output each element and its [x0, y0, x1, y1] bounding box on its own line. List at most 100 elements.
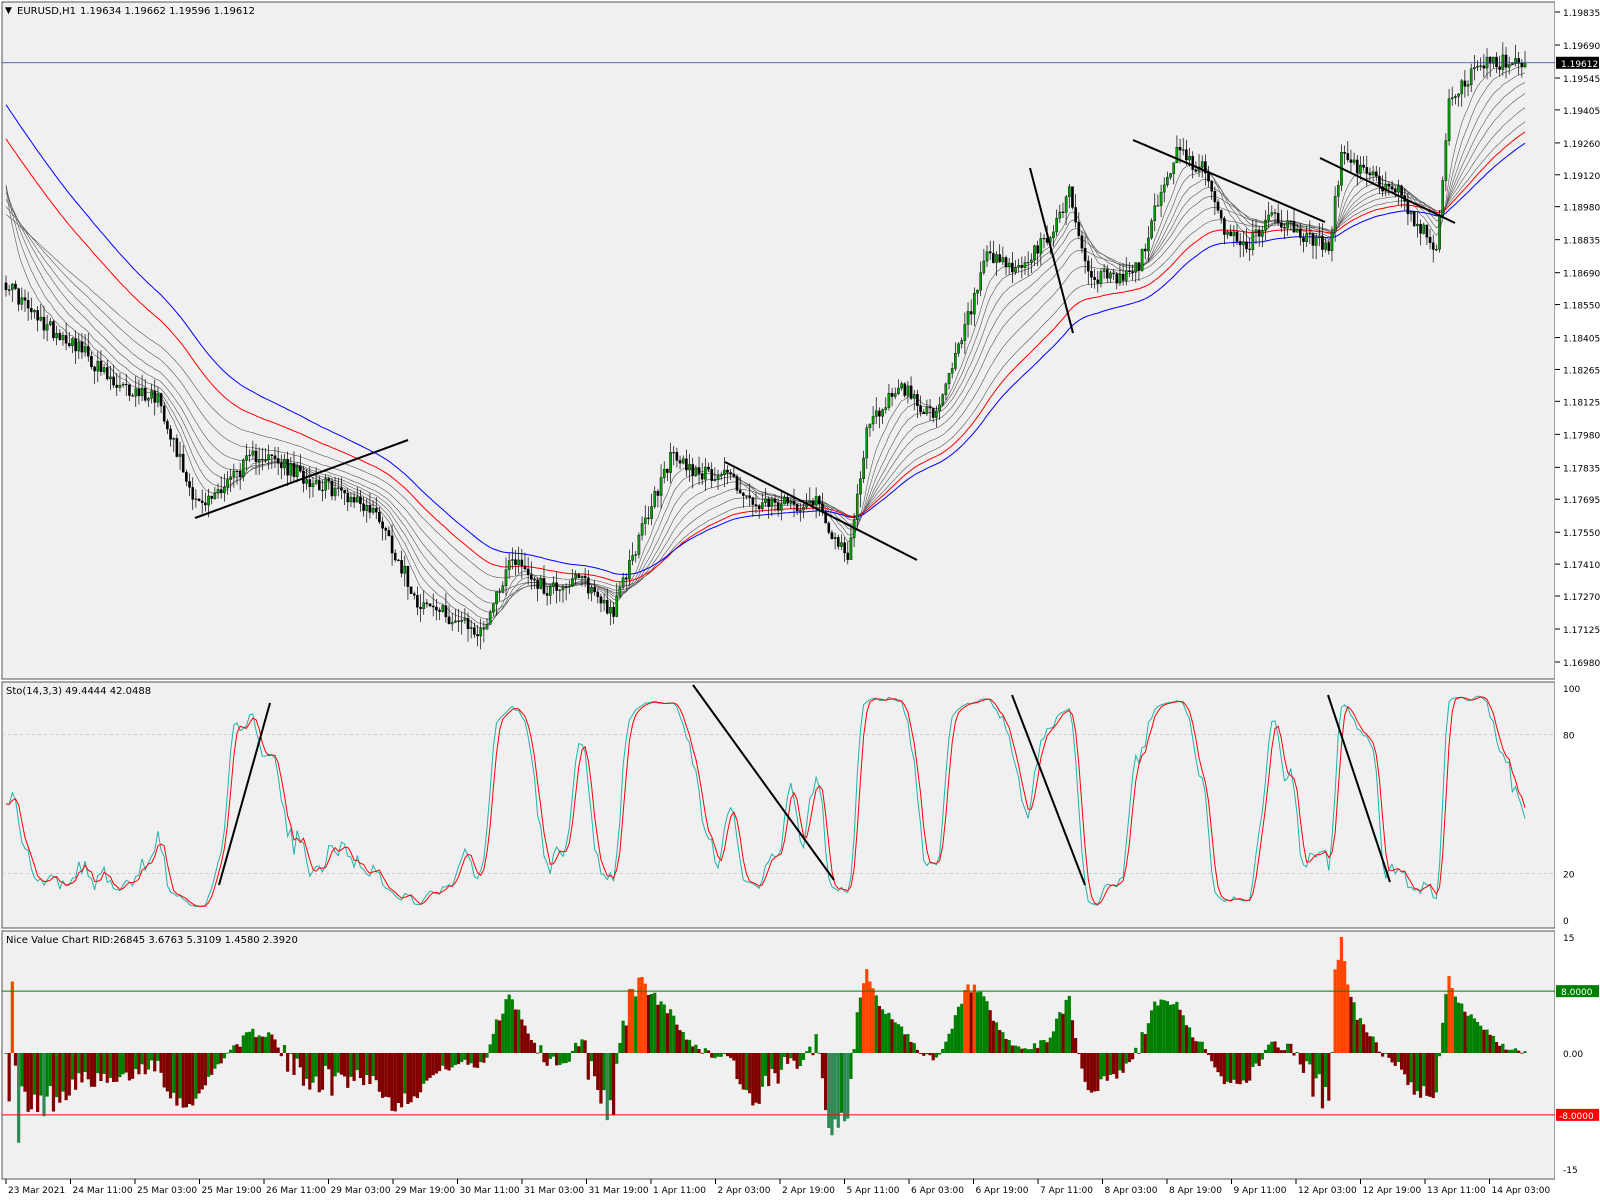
nvc-bar-down [1127, 1053, 1132, 1063]
bull-candle [517, 559, 520, 565]
bull-candle [229, 476, 232, 480]
nvc-bar-down [1244, 1053, 1249, 1083]
bull-candle [223, 487, 226, 494]
nvc-bar-up [453, 1053, 457, 1066]
bear-candle [1289, 220, 1293, 222]
stoch-trendline[interactable] [692, 684, 835, 881]
nvc-bar-up [944, 1041, 948, 1053]
nvc-bar-up [1444, 994, 1448, 1053]
time-tick-label: 13 Apr 11:00 [1427, 1186, 1486, 1196]
main-price-panel[interactable] [2, 42, 1555, 650]
bull-candle [314, 480, 318, 484]
bull-candle [960, 340, 964, 345]
bear-candle [890, 392, 894, 397]
bull-candle [1099, 271, 1103, 284]
nvc-bar-down [235, 1044, 239, 1053]
nvc-bar-up [229, 1049, 233, 1053]
bull-candle [954, 353, 957, 369]
nvc-bar-up [760, 1053, 764, 1087]
nvc-bar-up [1415, 1053, 1420, 1092]
bull-candle [1147, 237, 1150, 252]
nvc-bar-overbought [643, 983, 647, 1053]
stoch-trendline[interactable] [1327, 694, 1391, 883]
nvc-bar-down [773, 1053, 777, 1074]
nvc-bar-down [175, 1053, 179, 1106]
nvc-bar-down [1425, 1053, 1429, 1096]
bear-candle [99, 360, 103, 372]
nvc-bar-down [691, 1046, 695, 1053]
bull-candle [1026, 261, 1030, 264]
bull-candle [245, 455, 248, 461]
bull-candle [469, 627, 473, 630]
nvc-bar-down [327, 1053, 331, 1070]
bear-candle [1080, 235, 1084, 249]
nvc-bar-down [969, 992, 973, 1053]
trendline[interactable] [724, 461, 918, 561]
bull-candle [640, 523, 644, 536]
bull-candle [580, 575, 584, 578]
trendline[interactable] [1029, 167, 1074, 334]
bear-candle [1071, 186, 1074, 208]
trendline[interactable] [194, 439, 409, 519]
bull-candle [1336, 185, 1340, 197]
bear-candle [299, 465, 302, 472]
bull-candle [1324, 242, 1327, 250]
time-tick-label: 1 Apr 11:00 [653, 1186, 706, 1196]
nvc-bar-up [1434, 1053, 1438, 1093]
nvc-bar-overbought [871, 988, 875, 1053]
trendline[interactable] [1319, 157, 1456, 224]
bear-candle [1280, 222, 1283, 228]
nice-value-chart-panel[interactable] [2, 937, 1555, 1143]
nvc-bar-down [165, 1053, 169, 1092]
nvc-bar-up [1456, 1002, 1461, 1053]
bear-candle [732, 473, 736, 477]
nvc-bar-down [384, 1053, 388, 1097]
nvc-bar-up [1099, 1053, 1103, 1080]
nvc-bar-up [719, 1053, 723, 1057]
nvc-bar-down [137, 1053, 141, 1075]
bear-candle [153, 390, 157, 403]
bull-candle [590, 586, 593, 594]
price-tick-label: 1.17695 [1563, 496, 1600, 506]
time-tick-label: 24 Mar 11:00 [73, 1186, 133, 1196]
nvc-bar-up [858, 997, 863, 1053]
nvc-bar-up [1510, 1049, 1514, 1053]
nvc-bar-up [488, 1044, 492, 1053]
nvc-bar-overbought [637, 977, 641, 1053]
bull-candle [492, 603, 495, 613]
bull-candle [1007, 262, 1011, 268]
bear-candle [1378, 176, 1381, 187]
nvc-bar-overbought [862, 983, 866, 1053]
nvc-bar-up [602, 1053, 606, 1091]
bull-candle [1033, 245, 1036, 261]
nvc-bar-up [1102, 1053, 1106, 1077]
symbol-collapse-icon[interactable]: ▼ [5, 6, 12, 16]
bull-candle [61, 335, 65, 340]
nvc-bar-down [1061, 1013, 1065, 1053]
stoch-trendline[interactable] [218, 702, 271, 886]
bear-candle [1216, 201, 1220, 211]
bear-candle [352, 496, 356, 503]
nvc-bar-down [1380, 1053, 1385, 1057]
bull-candle [1469, 68, 1473, 85]
nvc-bar-up [1026, 1049, 1030, 1053]
nvc-bar-up [567, 1053, 571, 1062]
nvc-bar-down [757, 1053, 761, 1104]
nvc-bar-down [1020, 1048, 1024, 1053]
time-tick-label: 31 Mar 19:00 [589, 1186, 649, 1196]
trendline[interactable] [1132, 139, 1326, 223]
nvc-bar-down [475, 1053, 480, 1068]
nvc-bar-down [1238, 1053, 1242, 1085]
stochastic-panel[interactable] [2, 684, 1555, 908]
bear-candle [1143, 248, 1147, 252]
stoch-trendline[interactable] [1011, 694, 1086, 886]
bull-candle [1030, 259, 1033, 263]
bull-candle [11, 283, 14, 291]
nvc-bar-up [510, 999, 514, 1053]
nvc-bar-down [792, 1053, 796, 1061]
nvc-bar-up [463, 1053, 467, 1060]
bear-candle [707, 466, 710, 470]
nvc-bar-down [377, 1053, 382, 1092]
